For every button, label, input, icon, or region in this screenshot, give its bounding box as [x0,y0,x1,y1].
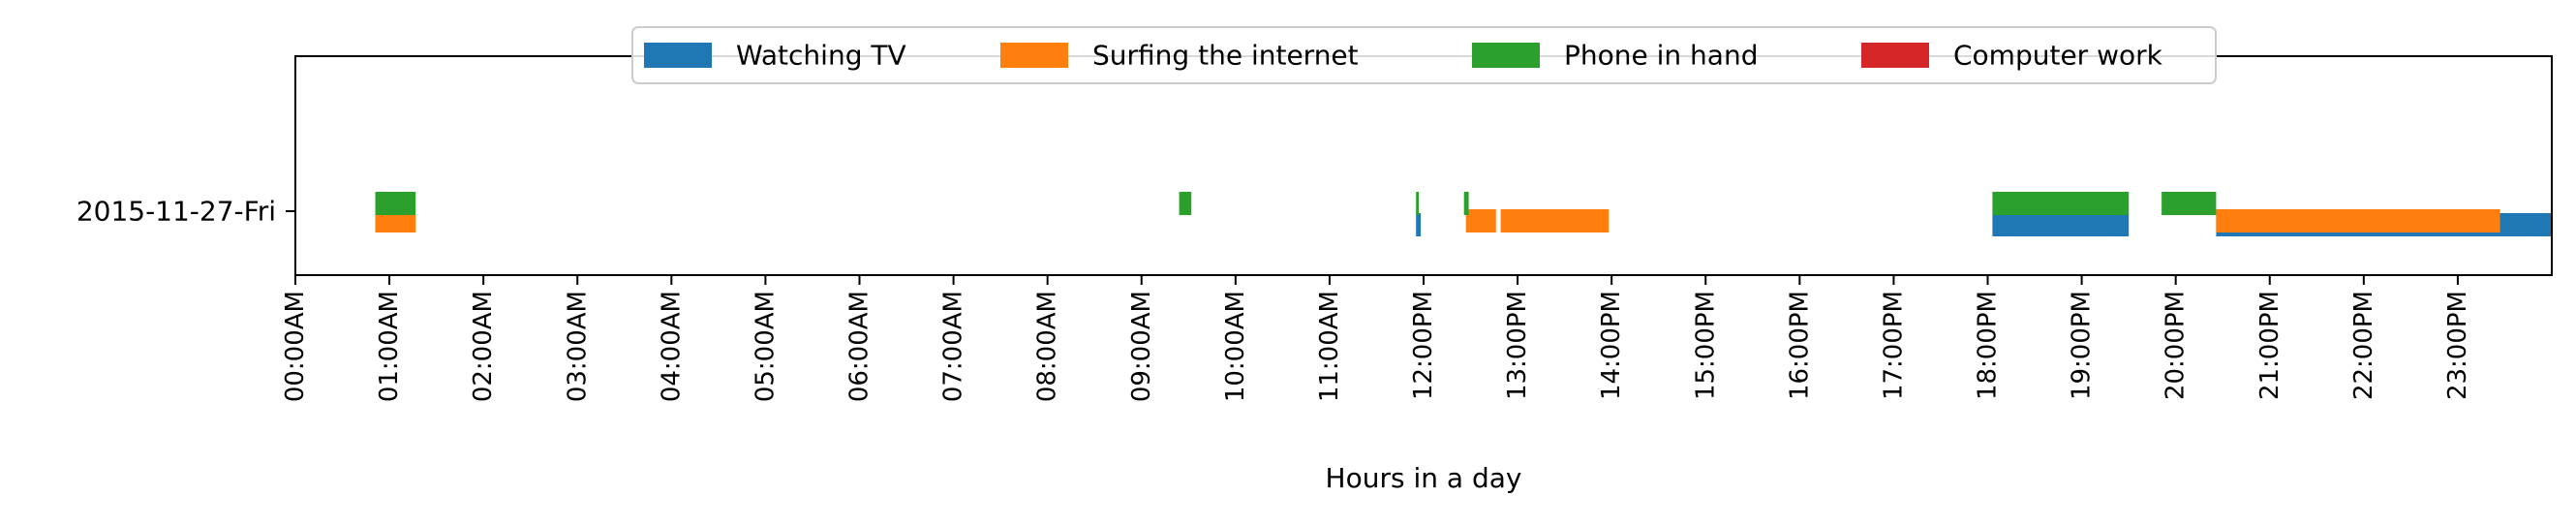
x-tick-label: 18:00PM [1974,291,2003,400]
x-tick-label: 20:00PM [2162,291,2191,400]
legend-label: Watching TV [736,40,906,72]
x-tick-label: 15:00PM [1691,291,1720,400]
y-tick-label: 2015-11-27-Fri [77,196,276,228]
x-tick-label: 09:00AM [1127,291,1156,402]
bar-surfing-the-internet-1 [1465,209,1496,232]
x-tick-label: 07:00AM [939,291,968,402]
x-tick-label: 06:00AM [845,291,874,402]
x-tick-label: 12:00PM [1409,291,1438,400]
x-axis: 00:00AM 01:00AM 02:00AM 03:00AM 04:00AM 05:00… [281,275,2472,402]
x-tick-label: 17:00PM [1879,291,1908,400]
x-tick-label: 02:00AM [469,291,498,402]
x-tick-label: 14:00PM [1597,291,1626,400]
bar-watching-tv-0 [1416,213,1422,236]
bar-phone-in-hand-0 [375,192,416,215]
x-tick-label: 10:00AM [1221,291,1250,402]
x-tick-label: 01:00AM [375,291,404,402]
x-tick-label: 13:00PM [1503,291,1532,400]
x-tick-label: 19:00PM [2068,291,2097,400]
x-tick-label: 00:00AM [281,291,310,402]
bars-layer [375,192,2552,236]
x-tick-label: 08:00AM [1033,291,1062,402]
legend-label: Computer work [1953,40,2163,72]
legend-box [631,26,2217,84]
bar-phone-in-hand-2 [1416,192,1420,215]
plot-frame [294,55,2553,276]
legend-swatch [1861,43,1929,68]
x-tick-label: 11:00AM [1315,291,1344,402]
legend: Watching TV Surfing the internet Phone in … [631,26,2217,84]
bar-phone-in-hand-4 [1992,192,2130,215]
bar-phone-in-hand-1 [1179,192,1192,215]
x-tick-label: 23:00PM [2443,291,2472,400]
legend-swatch [1000,43,1068,68]
x-tick-label: 04:00AM [657,291,686,402]
bar-surfing-the-internet-3 [2216,209,2500,232]
x-axis-label: Hours in a day [1326,462,1522,494]
legend-swatch [644,43,712,68]
x-tick-label: 03:00AM [563,291,592,402]
x-tick-label: 21:00PM [2255,291,2285,400]
legend-swatch [1472,43,1540,68]
bar-surfing-the-internet-2 [1500,209,1610,232]
x-tick-label: 05:00AM [751,291,780,402]
legend-label: Surfing the internet [1092,40,1359,72]
x-tick-label: 22:00PM [2349,291,2378,400]
x-tick-label: 16:00PM [1785,291,1814,400]
bar-watching-tv-1 [1992,213,2130,236]
y-axis: 2015-11-27-Fri [77,196,295,228]
legend-label: Phone in hand [1564,40,1758,72]
bar-phone-in-hand-5 [2162,192,2217,215]
bar-phone-in-hand-3 [1463,192,1469,215]
